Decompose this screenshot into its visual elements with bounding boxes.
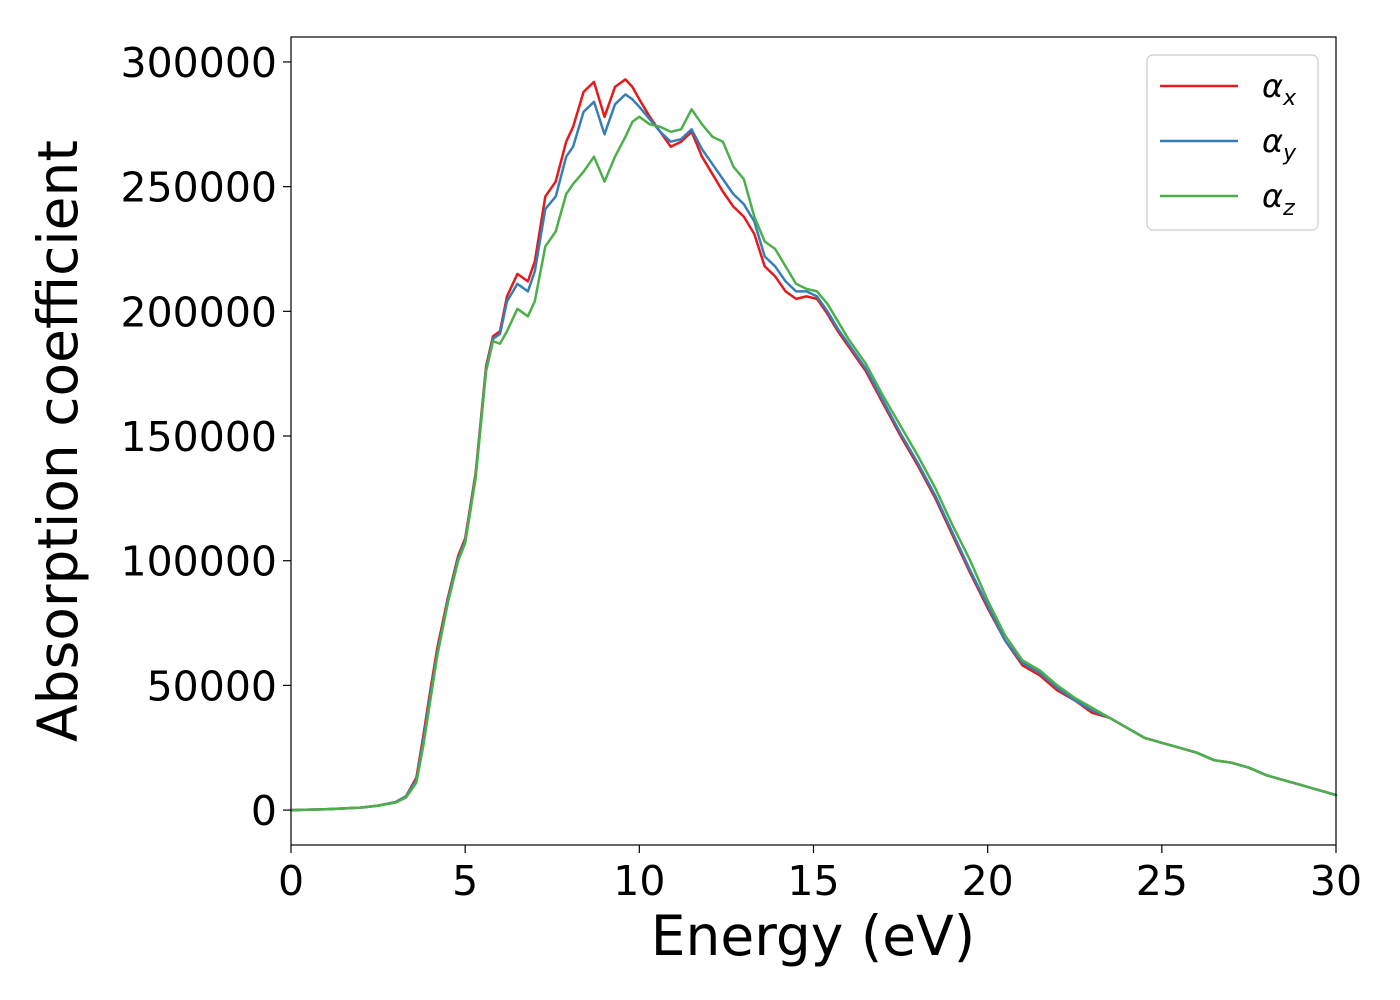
- series-line-z: [289, 108, 1338, 812]
- series-layer: [289, 78, 1338, 812]
- y-tick-label: 300000: [120, 39, 277, 87]
- legend-label-y: αy: [1262, 122, 1297, 166]
- x-tick-label: 5: [452, 857, 478, 905]
- x-tick-label: 0: [278, 857, 304, 905]
- y-axis-ticks: 0 50000 100000 150000 200000 250000 300000: [120, 39, 291, 835]
- x-axis-ticks: 0 5 10 15 20 25 30: [278, 845, 1362, 905]
- x-tick-label: 15: [787, 857, 839, 905]
- x-axis-title: Energy (eV): [651, 904, 975, 968]
- x-tick-label: 20: [962, 857, 1014, 905]
- y-tick-label: 150000: [120, 413, 277, 461]
- x-tick-label: 25: [1136, 857, 1188, 905]
- y-tick-label: 100000: [120, 538, 277, 586]
- y-tick-label: 250000: [120, 164, 277, 212]
- legend: αx αy αz: [1146, 54, 1319, 231]
- y-tick-label: 200000: [120, 288, 277, 336]
- x-tick-label: 10: [613, 857, 665, 905]
- legend-label-z: αz: [1262, 177, 1295, 221]
- y-tick-label: 0: [251, 787, 277, 835]
- x-tick-label: 30: [1310, 857, 1362, 905]
- legend-label-x: αx: [1262, 67, 1297, 111]
- y-tick-label: 50000: [147, 662, 277, 710]
- y-axis-title: Absorption coefficient: [26, 140, 90, 742]
- legend-box: [1146, 54, 1319, 231]
